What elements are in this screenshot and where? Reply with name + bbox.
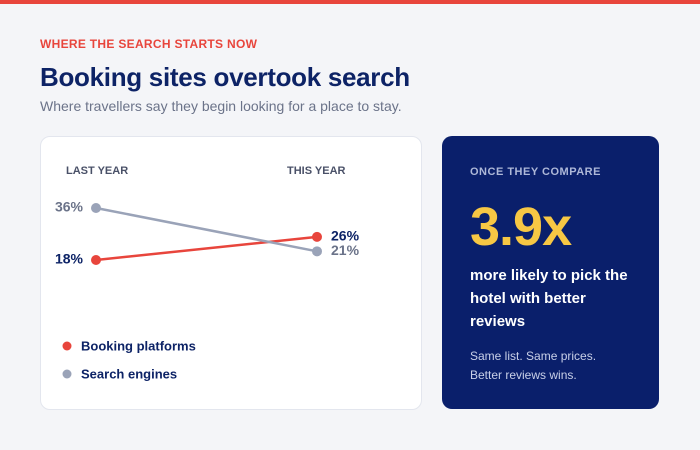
point	[312, 231, 322, 242]
callout-note: Same list. Same prices. Better reviews w…	[470, 349, 597, 382]
top-bar	[0, 0, 700, 4]
callout-kicker: ONCE THEY COMPARE	[470, 166, 601, 178]
value-label: 18%	[55, 251, 84, 267]
value-label: 36%	[55, 199, 84, 215]
title: Booking sites overtook search	[40, 62, 410, 92]
callout-card: ONCE THEY COMPARE 3.9x more likely to pi…	[442, 136, 659, 409]
value-label: 26%	[331, 228, 360, 244]
callout-text: more likely to pick the hotel with bette…	[470, 267, 628, 330]
legend-swatch	[62, 341, 72, 351]
legend-label: Booking platforms	[81, 338, 196, 353]
chart: LAST YEAR THIS YEAR 18% 26% Booking platform…	[55, 165, 360, 382]
slope-line	[95, 206, 318, 253]
legend-swatch	[62, 369, 72, 379]
subtitle: Where travellers say they begin looking …	[40, 98, 402, 114]
category-label: LAST YEAR	[66, 165, 128, 177]
point	[91, 255, 101, 265]
chart-card: LAST YEAR THIS YEAR 18% 26% Booking platform…	[40, 136, 422, 410]
slope-line	[95, 235, 318, 262]
point	[91, 203, 101, 213]
point	[312, 246, 322, 257]
kicker: WHERE THE SEARCH STARTS NOW	[40, 37, 258, 51]
category-label: THIS YEAR	[287, 165, 346, 177]
callout-figure: 3.9x	[470, 197, 572, 257]
value-label: 21%	[331, 242, 360, 258]
legend-label: Search engines	[81, 366, 177, 381]
